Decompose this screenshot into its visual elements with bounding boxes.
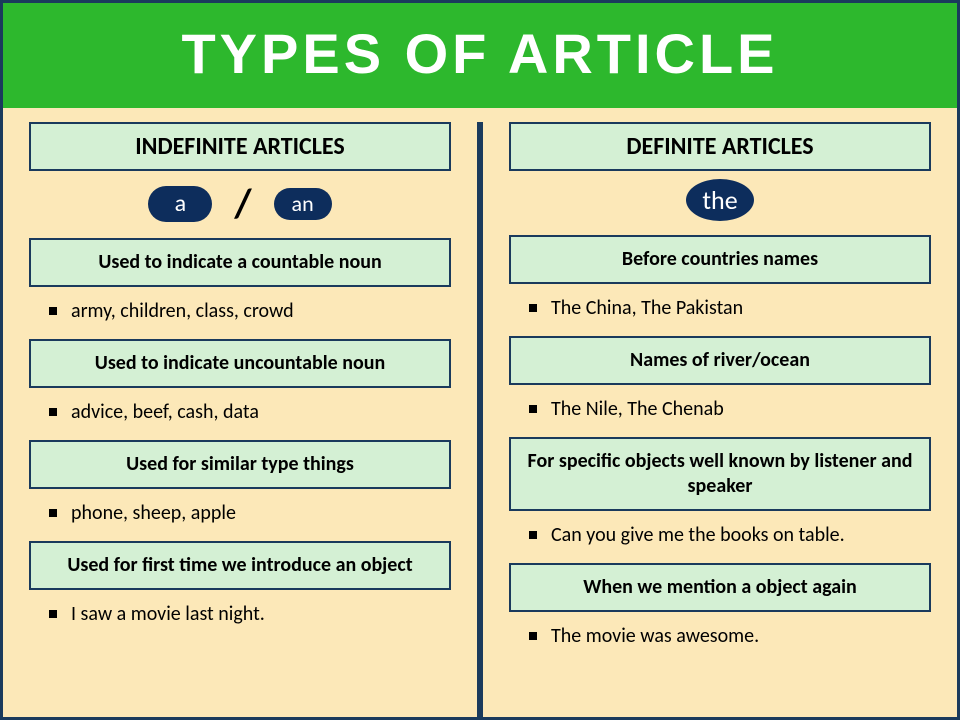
example-item: The Nile, The Chenab xyxy=(509,389,931,433)
rule-box: Used for first time we introduce an obje… xyxy=(29,541,451,590)
bullet-icon xyxy=(49,509,57,517)
left-column: INDEFINITE ARTICLES a / an Used to indic… xyxy=(3,108,477,717)
example-item: army, children, class, crowd xyxy=(29,291,451,335)
example-text: The movie was awesome. xyxy=(551,624,759,648)
rule-box: Names of river/ocean xyxy=(509,336,931,385)
example-text: advice, beef, cash, data xyxy=(71,400,259,424)
rule-box: For specific objects well known by liste… xyxy=(509,437,931,511)
example-text: I saw a movie last night. xyxy=(71,602,265,626)
rule-box: Used for similar type things xyxy=(29,440,451,489)
example-item: The China, The Pakistan xyxy=(509,288,931,332)
rule-box: Used to indicate a countable noun xyxy=(29,238,451,287)
pill-a: a xyxy=(148,186,212,222)
bullet-icon xyxy=(49,610,57,618)
example-text: The China, The Pakistan xyxy=(551,296,743,320)
pill-the: the xyxy=(686,179,754,221)
example-text: army, children, class, crowd xyxy=(71,299,294,323)
example-text: Can you give me the books on table. xyxy=(551,523,845,547)
example-text: The Nile, The Chenab xyxy=(551,397,724,421)
definite-heading: DEFINITE ARTICLES xyxy=(509,122,931,171)
slash: / xyxy=(234,179,251,228)
right-column: DEFINITE ARTICLES the Before countries n… xyxy=(483,108,957,717)
page: TYPES OF ARTICLE INDEFINITE ARTICLES a /… xyxy=(0,0,960,720)
bullet-icon xyxy=(529,304,537,312)
example-item: Can you give me the books on table. xyxy=(509,515,931,559)
page-title: TYPES OF ARTICLE xyxy=(3,3,957,108)
bullet-icon xyxy=(49,408,57,416)
rule-box: When we mention a object again xyxy=(509,563,931,612)
bullet-icon xyxy=(49,307,57,315)
pill-row: the xyxy=(509,179,931,221)
bullet-icon xyxy=(529,531,537,539)
indefinite-heading: INDEFINITE ARTICLES xyxy=(29,122,451,171)
pill-row: a / an xyxy=(29,179,451,228)
example-item: phone, sheep, apple xyxy=(29,493,451,537)
rule-box: Used to indicate uncountable noun xyxy=(29,339,451,388)
bullet-icon xyxy=(529,632,537,640)
bullet-icon xyxy=(529,405,537,413)
example-item: The movie was awesome. xyxy=(509,616,931,660)
rule-box: Before countries names xyxy=(509,235,931,284)
example-item: I saw a movie last night. xyxy=(29,594,451,638)
columns: INDEFINITE ARTICLES a / an Used to indic… xyxy=(3,108,957,717)
pill-an: an xyxy=(274,188,332,220)
example-item: advice, beef, cash, data xyxy=(29,392,451,436)
example-text: phone, sheep, apple xyxy=(71,501,236,525)
